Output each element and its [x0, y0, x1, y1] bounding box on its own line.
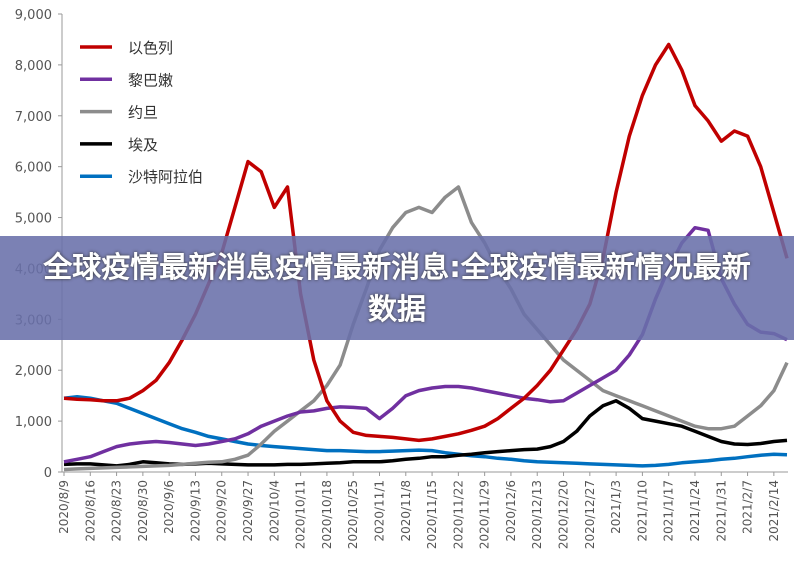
legend-label: 埃及 — [128, 136, 158, 154]
x-tick-label: 2020/8/30 — [136, 480, 150, 542]
x-tick-label: 2021/1/31 — [714, 480, 728, 542]
x-tick-label: 2020/8/16 — [83, 480, 97, 542]
series-line — [63, 394, 788, 468]
y-tick-label: 1,000 — [15, 415, 52, 430]
x-tick-label: 2020/12/13 — [530, 480, 544, 549]
x-tick-label: 2021/2/14 — [767, 480, 781, 542]
x-tick-label: 2020/11/1 — [372, 480, 386, 542]
series-line — [63, 399, 788, 468]
y-tick-label: 9,000 — [15, 8, 52, 23]
x-tick-label: 2020/12/27 — [583, 480, 597, 549]
x-tick-label: 2020/11/8 — [399, 480, 413, 542]
x-tick-label: 2021/1/24 — [688, 480, 702, 542]
x-tick-label: 2020/10/25 — [346, 480, 360, 549]
legend-label: 以色列 — [128, 39, 173, 57]
y-tick-label: 2,000 — [15, 364, 52, 379]
x-tick-label: 2020/10/11 — [294, 480, 308, 549]
x-tick-label: 2021/2/7 — [741, 480, 755, 534]
x-tick-label: 2021/1/3 — [609, 480, 623, 534]
banner: 全球疫情最新消息疫情最新消息:全球疫情最新情况最新数据 — [0, 236, 794, 340]
x-tick-label: 2020/8/9 — [57, 480, 71, 534]
x-tick-label: 2020/9/6 — [162, 480, 176, 534]
x-tick-label: 2020/11/29 — [478, 480, 492, 549]
banner-text: 全球疫情最新消息疫情最新消息:全球疫情最新情况最新数据 — [43, 250, 751, 326]
y-tick-label: 6,000 — [15, 161, 52, 176]
x-tick-label: 2020/11/22 — [451, 480, 465, 549]
x-tick-label: 2021/1/10 — [635, 480, 649, 542]
x-tick-label: 2020/10/18 — [320, 480, 334, 549]
legend-label: 沙特阿拉伯 — [128, 168, 203, 186]
x-tick-label: 2020/9/20 — [215, 480, 229, 542]
x-tick-label: 2020/9/27 — [241, 480, 255, 542]
legend-label: 约旦 — [128, 104, 158, 122]
x-tick-label: 2020/10/4 — [267, 480, 281, 542]
x-tick-label: 2020/11/15 — [425, 480, 439, 549]
y-tick-label: 8,000 — [15, 59, 52, 74]
legend-label: 黎巴嫩 — [128, 71, 173, 89]
x-tick-label: 2020/12/6 — [504, 480, 518, 542]
series-line — [63, 185, 789, 472]
y-tick-label: 0 — [44, 466, 52, 481]
x-tick-label: 2020/8/23 — [110, 480, 124, 542]
x-tick-label: 2020/9/13 — [188, 480, 202, 542]
y-tick-label: 5,000 — [15, 212, 52, 227]
x-tick-label: 2021/1/17 — [662, 480, 676, 542]
x-tick-label: 2020/12/20 — [557, 480, 571, 549]
y-tick-label: 7,000 — [15, 110, 52, 125]
